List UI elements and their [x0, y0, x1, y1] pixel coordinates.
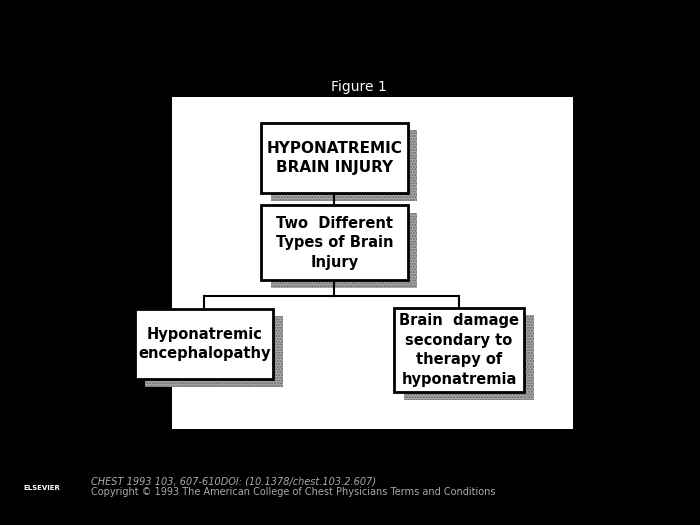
Bar	[261, 123, 407, 193]
Bar	[261, 205, 407, 280]
Bar	[135, 309, 273, 380]
Bar	[172, 97, 573, 429]
Bar	[404, 315, 534, 400]
Bar	[271, 213, 417, 288]
Bar	[145, 316, 283, 386]
Text: Brain  damage
secondary to
therapy of
hyponatremia: Brain damage secondary to therapy of hyp…	[399, 313, 519, 387]
Bar	[271, 213, 417, 288]
Bar	[145, 316, 283, 386]
Text: Hyponatremic
encephalopathy: Hyponatremic encephalopathy	[138, 327, 270, 361]
Text: ELSEVIER: ELSEVIER	[24, 485, 60, 491]
Text: CHEST 1993 103, 607-610DOI: (10.1378/chest.103.2.607): CHEST 1993 103, 607-610DOI: (10.1378/che…	[91, 477, 376, 487]
Bar	[404, 315, 534, 400]
Bar	[394, 308, 524, 393]
Text: Two  Different
Types of Brain
Injury: Two Different Types of Brain Injury	[276, 216, 393, 270]
Text: Copyright © 1993 The American College of Chest Physicians Terms and Conditions: Copyright © 1993 The American College of…	[91, 487, 496, 498]
Bar	[271, 130, 417, 201]
Bar	[271, 130, 417, 201]
Text: Figure 1: Figure 1	[331, 80, 386, 94]
Text: HYPONATREMIC
BRAIN INJURY: HYPONATREMIC BRAIN INJURY	[267, 141, 402, 175]
